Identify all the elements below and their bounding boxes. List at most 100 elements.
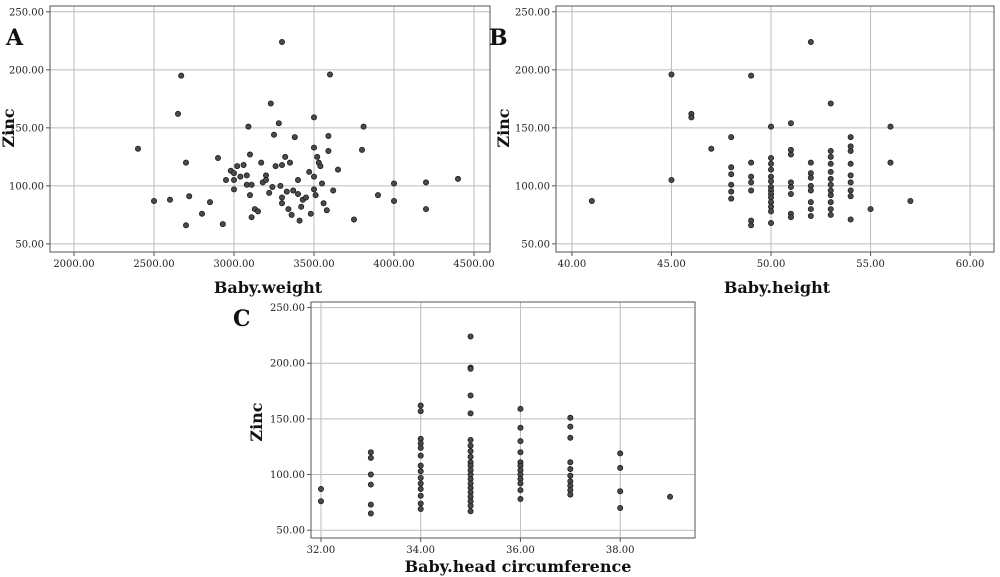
data-point xyxy=(306,168,313,175)
data-point xyxy=(317,163,324,170)
data-point xyxy=(286,159,293,166)
data-point xyxy=(248,181,255,188)
data-point xyxy=(847,160,854,167)
data-point xyxy=(454,175,461,182)
data-point xyxy=(667,493,674,500)
y-tick-label: 250.00 xyxy=(270,303,305,314)
data-point xyxy=(748,179,755,186)
data-point xyxy=(222,177,229,184)
data-point xyxy=(270,131,277,138)
data-point xyxy=(668,177,675,184)
data-point xyxy=(277,182,284,189)
x-tick-label: 38.00 xyxy=(606,545,635,556)
data-point xyxy=(417,452,424,459)
data-point xyxy=(288,211,295,218)
data-point xyxy=(367,501,374,508)
data-point xyxy=(728,188,735,195)
panel-b: 40.00 45.00 50.00 55.00 60.00 50.00 100.00 150.… xyxy=(489,5,995,297)
data-point xyxy=(318,180,325,187)
data-point xyxy=(827,192,834,199)
data-point xyxy=(807,187,814,194)
data-point xyxy=(728,171,735,178)
x-axis-label: Baby.weight xyxy=(214,278,323,297)
data-point xyxy=(617,464,624,471)
panel-letter: A xyxy=(5,25,24,51)
data-point xyxy=(467,442,474,449)
data-point xyxy=(312,192,319,199)
data-point xyxy=(807,213,814,220)
data-point xyxy=(296,217,303,224)
x-tick-label: 55.00 xyxy=(856,259,885,270)
data-point xyxy=(230,177,237,184)
y-tick-label: 100.00 xyxy=(515,181,550,192)
x-tick-label: 4500.00 xyxy=(453,259,494,270)
data-point xyxy=(768,166,775,173)
data-point xyxy=(807,174,814,181)
data-point xyxy=(182,159,189,166)
data-point xyxy=(417,402,424,409)
x-tick-label: 50.00 xyxy=(757,259,786,270)
data-point xyxy=(317,498,324,505)
data-point xyxy=(567,414,574,421)
data-point xyxy=(237,173,244,180)
x-tick-label: 32.00 xyxy=(307,545,336,556)
data-point xyxy=(326,71,333,78)
y-tick-label: 150.00 xyxy=(270,414,305,425)
data-point xyxy=(617,504,624,511)
data-point xyxy=(417,444,424,451)
x-tick-label: 2000.00 xyxy=(53,259,94,270)
y-tick-label: 200.00 xyxy=(515,65,550,76)
data-point xyxy=(422,206,429,213)
data-point xyxy=(325,148,332,155)
x-tick-label: 60.00 xyxy=(956,259,985,270)
data-point xyxy=(323,207,330,214)
data-point xyxy=(567,423,574,430)
data-point xyxy=(285,206,292,213)
data-point xyxy=(266,189,273,196)
data-point xyxy=(827,211,834,218)
data-point xyxy=(867,206,874,213)
data-point xyxy=(422,179,429,186)
data-point xyxy=(360,123,367,130)
data-point xyxy=(567,465,574,472)
data-point xyxy=(748,222,755,229)
data-point xyxy=(588,197,595,204)
data-point xyxy=(283,188,290,195)
data-point xyxy=(272,163,279,170)
data-point xyxy=(214,155,221,162)
data-point xyxy=(230,186,237,193)
y-tick-label: 250.00 xyxy=(9,7,44,18)
panel-letter: C xyxy=(233,306,251,332)
data-point xyxy=(417,480,424,487)
data-point xyxy=(417,506,424,513)
data-point xyxy=(517,438,524,445)
data-point xyxy=(269,184,276,191)
data-point xyxy=(314,153,321,160)
data-point xyxy=(298,203,305,210)
data-point xyxy=(417,474,424,481)
data-point xyxy=(768,178,775,185)
data-point xyxy=(847,216,854,223)
data-point xyxy=(467,502,474,509)
data-point xyxy=(768,155,775,162)
data-point xyxy=(275,120,282,127)
data-point xyxy=(517,449,524,456)
data-point xyxy=(166,196,173,203)
data-point xyxy=(310,186,317,193)
data-point xyxy=(887,123,894,130)
data-point xyxy=(728,181,735,188)
data-point xyxy=(617,488,624,495)
data-point xyxy=(278,200,285,207)
data-point xyxy=(827,175,834,182)
data-point xyxy=(254,208,261,215)
panel-a: 2000.00 2500.00 3000.00 3500.00 4000.00 4500.… xyxy=(0,5,495,297)
data-point xyxy=(467,365,474,372)
data-point xyxy=(234,163,241,170)
data-point xyxy=(390,180,397,187)
y-tick-label: 50.00 xyxy=(521,239,550,250)
data-point xyxy=(748,187,755,194)
x-axis-label: Baby.head circumference xyxy=(405,557,632,576)
data-point xyxy=(827,168,834,175)
plot-frame xyxy=(310,301,696,539)
data-point xyxy=(728,195,735,202)
